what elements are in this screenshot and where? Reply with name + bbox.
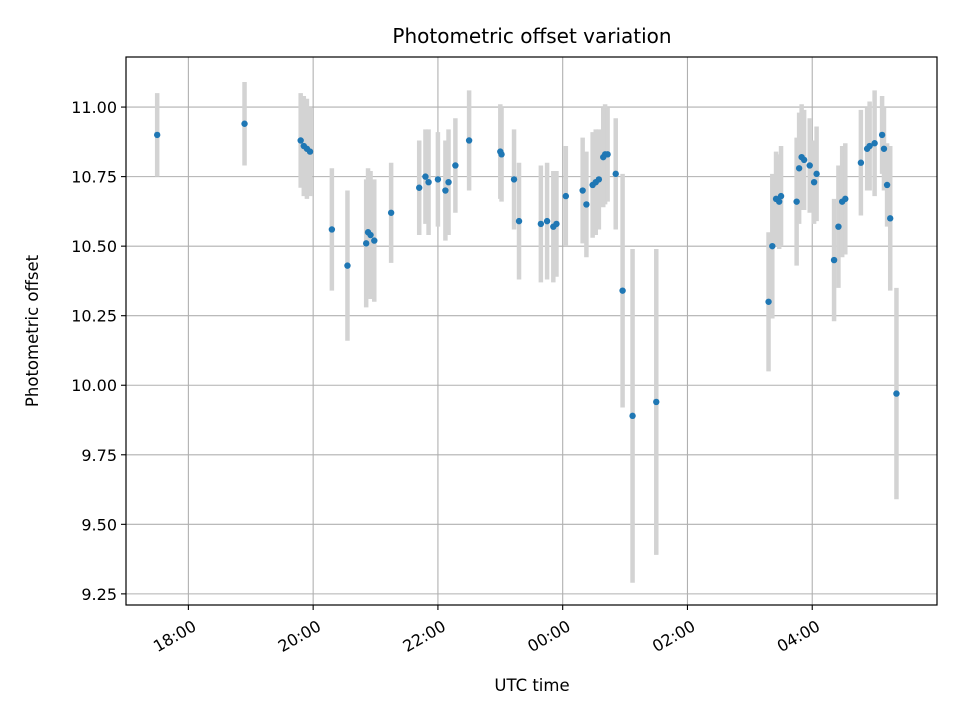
data-point bbox=[425, 179, 431, 185]
x-axis-title: UTC time bbox=[494, 676, 569, 695]
data-point bbox=[879, 132, 885, 138]
data-point bbox=[553, 221, 559, 227]
y-tick-label: 9.50 bbox=[81, 515, 117, 534]
y-tick-label: 10.75 bbox=[71, 168, 117, 187]
data-point bbox=[793, 198, 799, 204]
data-point bbox=[807, 162, 813, 168]
data-point bbox=[416, 185, 422, 191]
data-point bbox=[154, 132, 160, 138]
data-point bbox=[367, 232, 373, 238]
y-tick-label: 10.50 bbox=[71, 237, 117, 256]
data-point bbox=[297, 137, 303, 143]
data-point bbox=[563, 193, 569, 199]
y-tick-label: 9.75 bbox=[81, 446, 117, 465]
data-point bbox=[765, 299, 771, 305]
data-point bbox=[801, 157, 807, 163]
data-point bbox=[835, 223, 841, 229]
data-point bbox=[344, 262, 350, 268]
data-point bbox=[307, 148, 313, 154]
y-tick-label: 9.25 bbox=[81, 585, 117, 604]
chart: 18:00 20:00 22:00 00:00 02:00 04:00 9.259.509… bbox=[0, 0, 960, 720]
y-tick-label: 10.25 bbox=[71, 307, 117, 326]
data-point bbox=[498, 151, 504, 157]
data-point bbox=[544, 218, 550, 224]
data-point bbox=[778, 193, 784, 199]
chart-title: Photometric offset variation bbox=[392, 24, 671, 48]
data-point bbox=[887, 215, 893, 221]
data-point bbox=[363, 240, 369, 246]
data-point bbox=[583, 201, 589, 207]
data-point bbox=[579, 187, 585, 193]
data-point bbox=[884, 182, 890, 188]
data-point bbox=[371, 237, 377, 243]
data-point bbox=[329, 226, 335, 232]
data-point bbox=[871, 140, 877, 146]
data-point bbox=[831, 257, 837, 263]
data-point bbox=[813, 171, 819, 177]
data-point bbox=[516, 218, 522, 224]
data-point bbox=[435, 176, 441, 182]
data-point bbox=[445, 179, 451, 185]
data-point bbox=[811, 179, 817, 185]
data-point bbox=[442, 187, 448, 193]
data-point bbox=[452, 162, 458, 168]
data-point bbox=[538, 221, 544, 227]
data-point bbox=[422, 173, 428, 179]
data-point bbox=[796, 165, 802, 171]
data-point bbox=[619, 287, 625, 293]
data-point bbox=[466, 137, 472, 143]
y-tick-label: 10.00 bbox=[71, 376, 117, 395]
data-point bbox=[241, 121, 247, 127]
data-point bbox=[776, 198, 782, 204]
data-point bbox=[842, 196, 848, 202]
y-axis-title: Photometric offset bbox=[23, 254, 42, 407]
data-point bbox=[596, 176, 602, 182]
data-point bbox=[388, 210, 394, 216]
data-point bbox=[893, 390, 899, 396]
data-point bbox=[613, 171, 619, 177]
data-point bbox=[858, 160, 864, 166]
data-point bbox=[604, 151, 610, 157]
data-point bbox=[881, 146, 887, 152]
figure-background bbox=[0, 0, 960, 720]
y-tick-label: 11.00 bbox=[71, 98, 117, 117]
data-point bbox=[769, 243, 775, 249]
data-point bbox=[511, 176, 517, 182]
data-point bbox=[653, 399, 659, 405]
data-point bbox=[629, 413, 635, 419]
